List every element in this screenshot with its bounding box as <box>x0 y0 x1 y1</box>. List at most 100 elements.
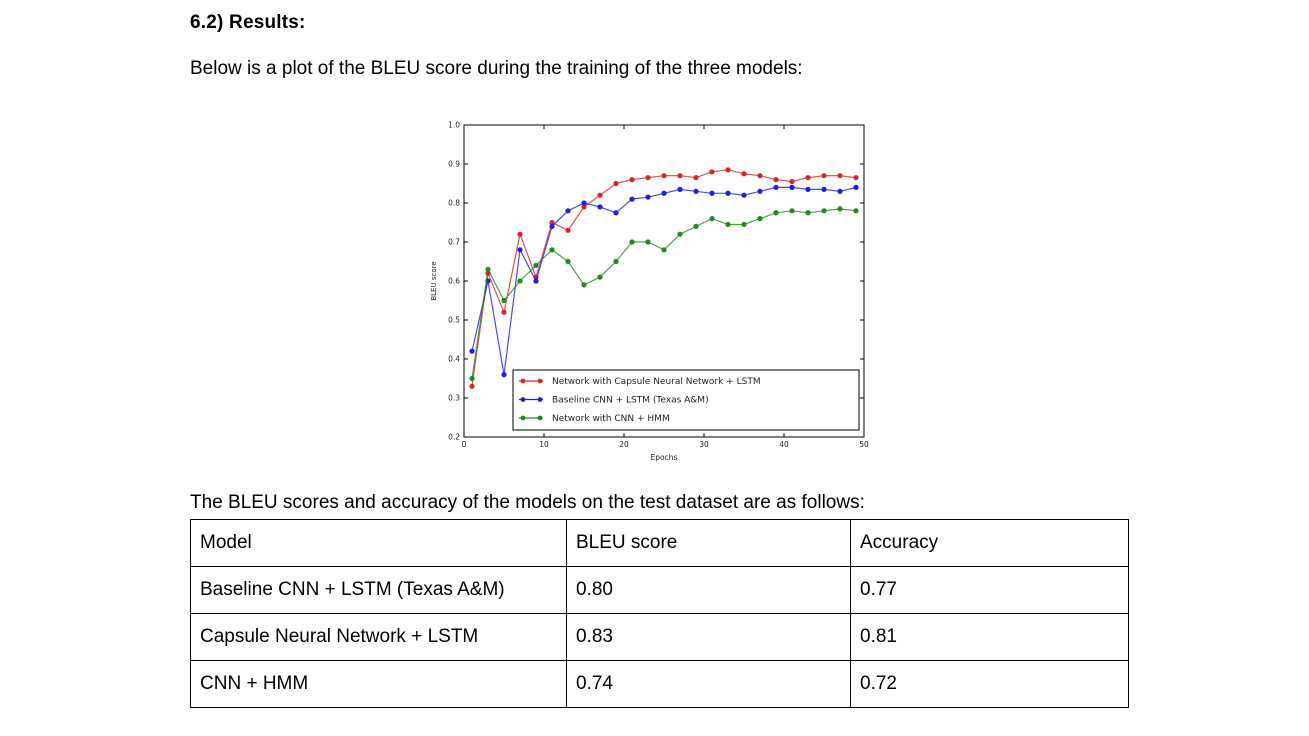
data-point <box>469 383 475 389</box>
data-point <box>741 192 747 198</box>
data-point <box>565 208 571 214</box>
data-point <box>677 231 683 237</box>
data-point <box>853 208 859 214</box>
cell-model: Baseline CNN + LSTM (Texas A&M) <box>190 566 567 614</box>
y-tick-label: 1.0 <box>448 121 460 130</box>
data-point <box>645 239 651 245</box>
data-point <box>501 372 507 378</box>
data-point <box>501 297 507 304</box>
data-point <box>613 180 619 187</box>
data-point <box>725 190 731 196</box>
cell-accuracy: 0.77 <box>850 566 1129 614</box>
plot-intro-text: Below is a plot of the BLEU score during… <box>190 58 803 79</box>
table-row: Capsule Neural Network + LSTM 0.83 0.81 <box>190 613 1129 661</box>
data-point <box>805 186 811 192</box>
bleu-chart: 0.2 0.3 0.4 0.5 0.6 0.7 0.8 0.9 1.0 0 10 20 30 40 50 Ep… <box>420 115 880 470</box>
y-tick-label: 0.5 <box>448 316 460 325</box>
data-point <box>773 177 779 183</box>
cell-model: CNN + HMM <box>190 660 567 708</box>
data-point <box>789 208 795 214</box>
data-point <box>821 186 827 192</box>
legend-label: Baseline CNN + LSTM (Texas A&M) <box>552 396 709 406</box>
y-tick-label: 0.8 <box>448 199 460 208</box>
data-point <box>645 175 651 181</box>
data-point <box>837 188 843 194</box>
data-point <box>821 173 827 179</box>
data-point <box>549 223 555 229</box>
data-point <box>597 192 603 198</box>
data-point <box>533 262 539 268</box>
legend-box <box>512 369 860 431</box>
x-tick-label: 0 <box>462 440 467 449</box>
data-point <box>613 210 619 216</box>
legend-marker <box>520 378 526 384</box>
table-row: CNN + HMM 0.74 0.72 <box>190 660 1129 708</box>
table-intro-text: The BLEU scores and accuracy of the mode… <box>190 492 865 513</box>
data-point <box>741 171 747 177</box>
data-point <box>517 247 523 253</box>
data-point <box>597 274 603 280</box>
data-point <box>661 173 667 179</box>
data-point <box>613 258 619 265</box>
data-point <box>805 210 811 216</box>
data-point <box>549 247 555 253</box>
y-axis-label: BLEU score <box>430 261 438 300</box>
data-point <box>853 175 859 181</box>
legend-marker <box>520 397 526 402</box>
data-point <box>469 375 475 382</box>
data-point <box>757 173 763 179</box>
y-tick-label: 0.9 <box>448 160 460 169</box>
data-point <box>725 221 731 228</box>
data-point <box>693 175 699 181</box>
x-tick-label: 30 <box>699 440 709 449</box>
table-header-row: Model BLEU score Accuracy <box>190 519 1129 567</box>
cell-bleu: 0.74 <box>566 660 851 708</box>
data-point <box>581 200 587 206</box>
x-tick-label: 10 <box>539 440 549 449</box>
legend-label: Network with Capsule Neural Network + LS… <box>552 377 761 387</box>
data-point <box>597 204 603 210</box>
data-point <box>517 278 523 284</box>
data-point <box>725 167 731 173</box>
cell-accuracy: 0.81 <box>850 613 1129 661</box>
legend-marker <box>537 415 543 421</box>
data-point <box>549 219 555 226</box>
data-point <box>789 184 795 190</box>
data-point <box>629 196 635 202</box>
legend-marker <box>537 378 543 384</box>
data-point <box>533 278 539 284</box>
data-point <box>661 190 667 196</box>
data-point <box>629 239 635 245</box>
data-point <box>757 216 763 222</box>
data-point <box>773 184 779 190</box>
data-point <box>757 188 763 194</box>
data-point <box>693 188 699 194</box>
data-point <box>789 178 795 185</box>
data-point <box>581 282 587 288</box>
data-point <box>645 194 651 200</box>
cell-bleu: 0.83 <box>566 613 851 661</box>
legend-marker <box>520 415 526 421</box>
data-point <box>693 223 699 229</box>
legend-label: Network with CNN + HMM <box>552 414 670 424</box>
data-point <box>565 258 571 265</box>
y-tick-label: 0.3 <box>448 394 460 403</box>
header-bleu: BLEU score <box>566 519 851 567</box>
results-table: Model BLEU score Accuracy Baseline CNN +… <box>190 519 1129 708</box>
table-row: Baseline CNN + LSTM (Texas A&M) 0.80 0.7… <box>190 566 1129 614</box>
data-point <box>677 186 683 192</box>
header-accuracy: Accuracy <box>850 519 1129 567</box>
cell-model: Capsule Neural Network + LSTM <box>190 613 567 661</box>
y-tick-label: 0.2 <box>448 433 460 442</box>
data-point <box>821 208 827 214</box>
data-point <box>501 309 507 315</box>
data-point <box>709 216 715 222</box>
x-tick-label: 40 <box>779 440 789 449</box>
data-point <box>485 266 491 272</box>
cell-bleu: 0.80 <box>566 566 851 614</box>
data-point <box>709 169 715 175</box>
x-tick-label: 50 <box>859 440 869 449</box>
y-tick-label: 0.6 <box>448 277 460 286</box>
data-point <box>805 175 811 181</box>
data-point <box>565 227 571 233</box>
